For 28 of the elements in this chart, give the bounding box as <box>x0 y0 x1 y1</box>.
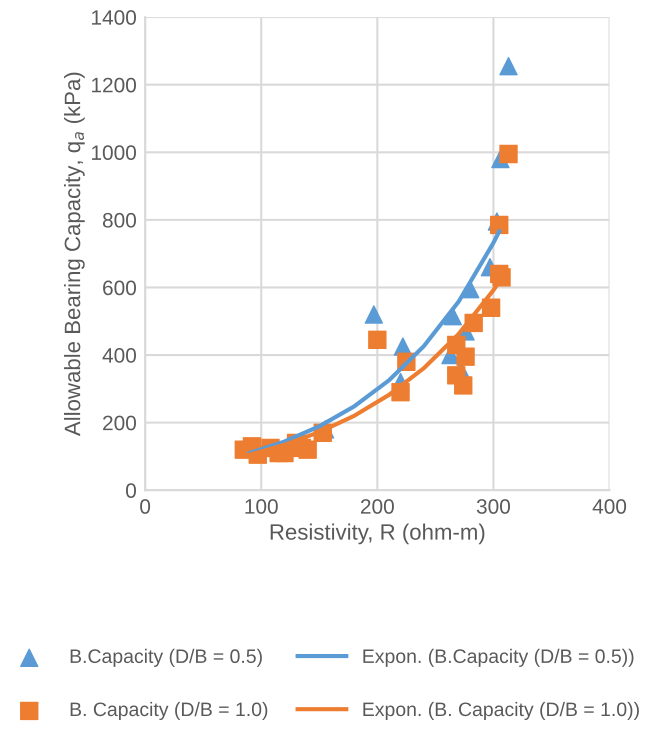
y-tick-label: 1000 <box>92 145 136 160</box>
point <box>499 144 518 164</box>
point <box>482 298 500 317</box>
legend-label: B.Capacity (D/B = 0.5) <box>70 648 262 667</box>
legend-label: Expon. (B. Capacity (D/B = 1.0)) <box>363 702 639 720</box>
legend-label: Expon. (B.Capacity (D/B = 0.5)) <box>363 648 634 667</box>
point <box>368 330 387 350</box>
x-tick-label: 0 <box>140 499 150 514</box>
legend-label: B. Capacity (D/B = 1.0) <box>70 702 268 720</box>
point <box>456 348 475 366</box>
x-tick-label: 100 <box>245 499 278 514</box>
x-tick-label: 200 <box>360 499 394 514</box>
y-tick-label: 0 <box>126 483 136 498</box>
point <box>454 376 472 395</box>
x-axis-title: Resistivity, R (ohm-m) <box>270 524 484 544</box>
x-tick-label: 400 <box>592 499 626 514</box>
y-axis-title: Allowable Bearing Capacity, q$_{a}$ (kPa) <box>64 72 85 436</box>
y-tick-label: 1400 <box>92 10 136 25</box>
y-tick-label: 600 <box>103 280 136 296</box>
point <box>298 440 317 459</box>
y-tick-label: 200 <box>103 416 136 430</box>
point <box>499 56 518 76</box>
x-tick-label: 300 <box>476 499 510 514</box>
point <box>364 305 384 324</box>
point <box>490 216 508 234</box>
y-tick-label: 400 <box>102 348 136 363</box>
y-tick-label: 800 <box>102 212 136 228</box>
y-tick-label: 1200 <box>92 78 136 92</box>
